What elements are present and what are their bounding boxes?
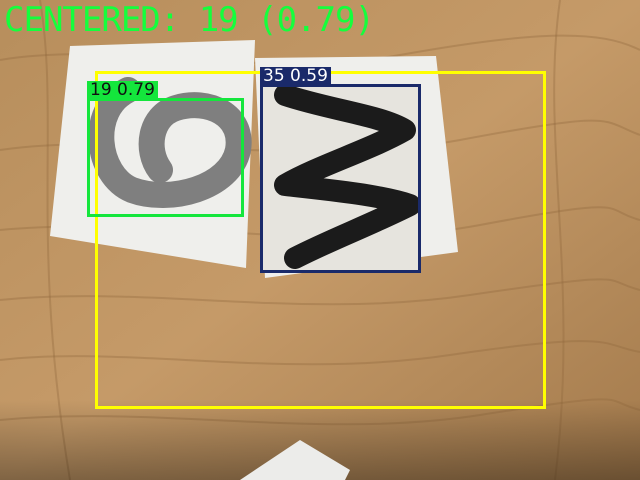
detection-label-19: 19 0.79 <box>87 81 158 99</box>
centered-status-text: CENTERED: 19 (0.79) <box>4 0 375 40</box>
card-w <box>255 56 458 278</box>
card-partial <box>240 440 350 480</box>
glyph-w <box>274 84 421 269</box>
detection-box-35 <box>260 84 421 273</box>
detection-label-35: 35 0.59 <box>260 67 331 85</box>
detection-box-19 <box>87 98 244 217</box>
glyph-6 <box>88 77 252 208</box>
